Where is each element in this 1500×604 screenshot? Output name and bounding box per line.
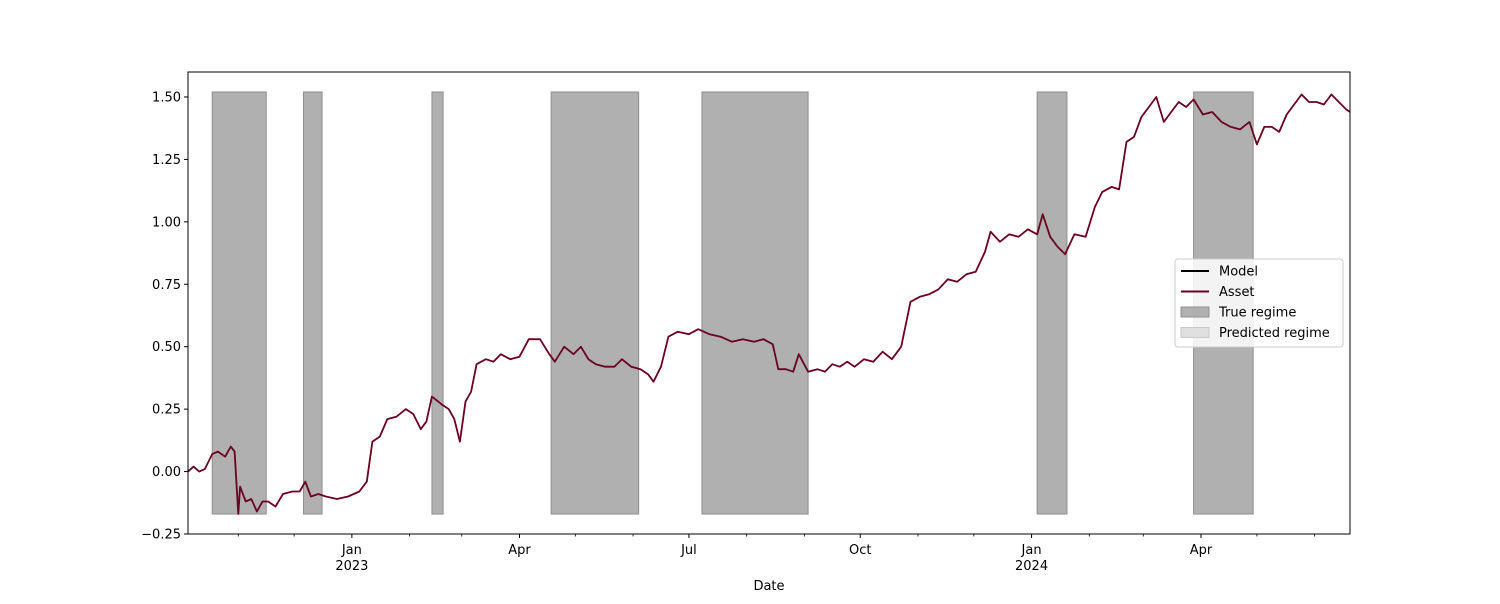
x-tick-label: Jul [680, 543, 697, 558]
true-regime-band-2 [431, 91, 444, 515]
x-tick-year-label: 2024 [1015, 559, 1048, 574]
x-tick-year-label: 2023 [335, 559, 368, 574]
legend-label: Model [1219, 265, 1258, 280]
x-axis-label: Date [753, 579, 784, 594]
true-regime-band-5 [1036, 91, 1068, 515]
true-regime-band-0 [211, 91, 267, 515]
x-tick-label: Jan [1021, 543, 1042, 558]
legend-swatch-true-regime [1180, 306, 1210, 318]
y-tick-label: 0.25 [152, 403, 181, 418]
plot-frame [187, 71, 1351, 535]
y-tick-label: 0.00 [152, 465, 181, 480]
x-tick-label: Apr [1190, 543, 1213, 558]
legend: Model Asset True regime Predicted regime [1174, 258, 1344, 348]
true-regime-band-3 [550, 91, 640, 515]
legend-label: Asset [1219, 285, 1255, 300]
y-tick-label: 0.75 [152, 278, 181, 293]
legend-label: Predicted regime [1219, 326, 1330, 341]
regime-layer [211, 91, 1254, 515]
y-tick-label: −0.25 [141, 528, 181, 543]
series-layer [187, 93, 1351, 515]
y-tick-label: 1.00 [152, 215, 181, 230]
y-tick-label: 1.25 [152, 153, 181, 168]
legend-box [1174, 258, 1344, 348]
series-line-asset [187, 93, 1351, 515]
x-tick-label: Jan [341, 543, 362, 558]
legend-swatch-predicted-regime [1180, 327, 1210, 338]
y-axis: −0.25 0.00 0.25 0.50 0.75 1.00 1.25 1.50 [141, 90, 188, 543]
x-tick-label: Apr [508, 543, 531, 558]
true-regime-band-1 [302, 91, 323, 515]
y-tick-label: 0.50 [152, 340, 181, 355]
true-regime-band-4 [701, 91, 809, 515]
y-tick-label: 1.50 [152, 90, 181, 105]
x-tick-label: Oct [849, 543, 871, 558]
legend-label: True regime [1218, 306, 1296, 321]
